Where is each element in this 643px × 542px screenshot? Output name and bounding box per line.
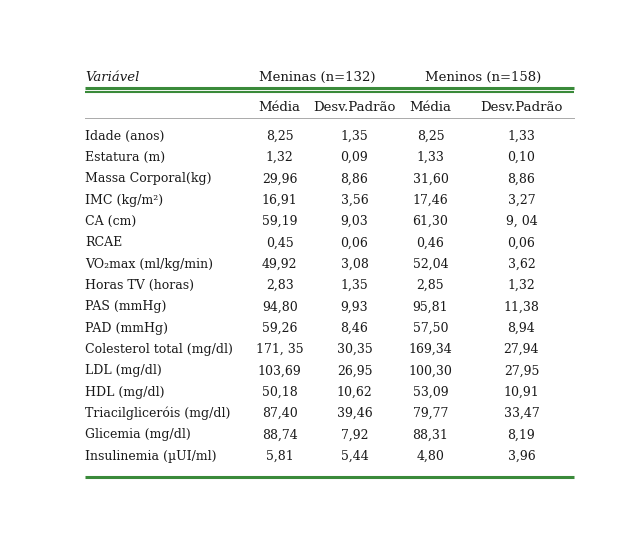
Text: HDL (mg/dl): HDL (mg/dl)	[86, 386, 165, 399]
Text: 16,91: 16,91	[262, 193, 298, 207]
Text: PAD (mmHg): PAD (mmHg)	[86, 322, 168, 335]
Text: 31,60: 31,60	[413, 172, 448, 185]
Text: 49,92: 49,92	[262, 258, 298, 271]
Text: Insulinemia (µUI/ml): Insulinemia (µUI/ml)	[86, 450, 217, 463]
Text: 0,45: 0,45	[266, 236, 294, 249]
Text: PAS (mmHg): PAS (mmHg)	[86, 300, 167, 313]
Text: 3,27: 3,27	[507, 193, 535, 207]
Text: 2,85: 2,85	[417, 279, 444, 292]
Text: 17,46: 17,46	[413, 193, 448, 207]
Text: Meninos (n=158): Meninos (n=158)	[424, 71, 541, 84]
Text: 2,83: 2,83	[266, 279, 294, 292]
Text: Massa Corporal(kg): Massa Corporal(kg)	[86, 172, 212, 185]
Text: 8,25: 8,25	[266, 130, 293, 143]
Text: 1,32: 1,32	[266, 151, 294, 164]
Text: 50,18: 50,18	[262, 386, 298, 399]
Text: 95,81: 95,81	[413, 300, 448, 313]
Text: Meninas (n=132): Meninas (n=132)	[259, 71, 376, 84]
Text: 88,31: 88,31	[413, 428, 448, 441]
Text: 57,50: 57,50	[413, 322, 448, 335]
Text: 29,96: 29,96	[262, 172, 298, 185]
Text: 33,47: 33,47	[503, 407, 539, 420]
Text: Desv.Padrão: Desv.Padrão	[480, 101, 563, 114]
Text: 0,46: 0,46	[417, 236, 444, 249]
Text: 3,62: 3,62	[507, 258, 535, 271]
Text: Variável: Variável	[86, 71, 140, 84]
Text: Colesterol total (mg/dl): Colesterol total (mg/dl)	[86, 343, 233, 356]
Text: IMC (kg/m²): IMC (kg/m²)	[86, 193, 163, 207]
Text: 171, 35: 171, 35	[256, 343, 303, 356]
Text: Idade (anos): Idade (anos)	[86, 130, 165, 143]
Text: 53,09: 53,09	[413, 386, 448, 399]
Text: 88,74: 88,74	[262, 428, 298, 441]
Text: VO₂max (ml/kg/min): VO₂max (ml/kg/min)	[86, 258, 213, 271]
Text: 8,94: 8,94	[507, 322, 535, 335]
Text: 3,96: 3,96	[507, 450, 535, 463]
Text: 9,93: 9,93	[341, 300, 368, 313]
Text: 9, 04: 9, 04	[505, 215, 538, 228]
Text: 1,32: 1,32	[507, 279, 535, 292]
Text: 100,30: 100,30	[408, 364, 453, 377]
Text: 8,86: 8,86	[341, 172, 368, 185]
Text: 39,46: 39,46	[336, 407, 372, 420]
Text: 8,46: 8,46	[341, 322, 368, 335]
Text: 8,25: 8,25	[417, 130, 444, 143]
Text: 4,80: 4,80	[417, 450, 444, 463]
Text: Estatura (m): Estatura (m)	[86, 151, 165, 164]
Text: 26,95: 26,95	[337, 364, 372, 377]
Text: Triacilgliceróis (mg/dl): Triacilgliceróis (mg/dl)	[86, 407, 231, 421]
Text: 27,95: 27,95	[503, 364, 539, 377]
Text: Desv.Padrão: Desv.Padrão	[313, 101, 395, 114]
Text: 0,10: 0,10	[507, 151, 536, 164]
Text: 1,33: 1,33	[417, 151, 444, 164]
Text: 3,08: 3,08	[341, 258, 368, 271]
Text: 169,34: 169,34	[408, 343, 452, 356]
Text: RCAE: RCAE	[86, 236, 123, 249]
Text: LDL (mg/dl): LDL (mg/dl)	[86, 364, 162, 377]
Text: 79,77: 79,77	[413, 407, 448, 420]
Text: 94,80: 94,80	[262, 300, 298, 313]
Text: CA (cm): CA (cm)	[86, 215, 136, 228]
Text: Média: Média	[410, 101, 451, 114]
Text: 5,44: 5,44	[341, 450, 368, 463]
Text: 3,56: 3,56	[341, 193, 368, 207]
Text: 30,35: 30,35	[336, 343, 372, 356]
Text: 59,26: 59,26	[262, 322, 298, 335]
Text: 11,38: 11,38	[503, 300, 539, 313]
Text: 87,40: 87,40	[262, 407, 298, 420]
Text: 10,62: 10,62	[336, 386, 372, 399]
Text: 0,09: 0,09	[341, 151, 368, 164]
Text: Horas TV (horas): Horas TV (horas)	[86, 279, 194, 292]
Text: Média: Média	[258, 101, 301, 114]
Text: 1,33: 1,33	[507, 130, 536, 143]
Text: 52,04: 52,04	[413, 258, 448, 271]
Text: 0,06: 0,06	[341, 236, 368, 249]
Text: 8,19: 8,19	[507, 428, 535, 441]
Text: 27,94: 27,94	[503, 343, 539, 356]
Text: 1,35: 1,35	[341, 130, 368, 143]
Text: 8,86: 8,86	[507, 172, 536, 185]
Text: 5,81: 5,81	[266, 450, 294, 463]
Text: 9,03: 9,03	[341, 215, 368, 228]
Text: Glicemia (mg/dl): Glicemia (mg/dl)	[86, 428, 191, 441]
Text: 7,92: 7,92	[341, 428, 368, 441]
Text: 0,06: 0,06	[507, 236, 536, 249]
Text: 103,69: 103,69	[258, 364, 302, 377]
Text: 61,30: 61,30	[413, 215, 448, 228]
Text: 10,91: 10,91	[503, 386, 539, 399]
Text: 59,19: 59,19	[262, 215, 298, 228]
Text: 1,35: 1,35	[341, 279, 368, 292]
